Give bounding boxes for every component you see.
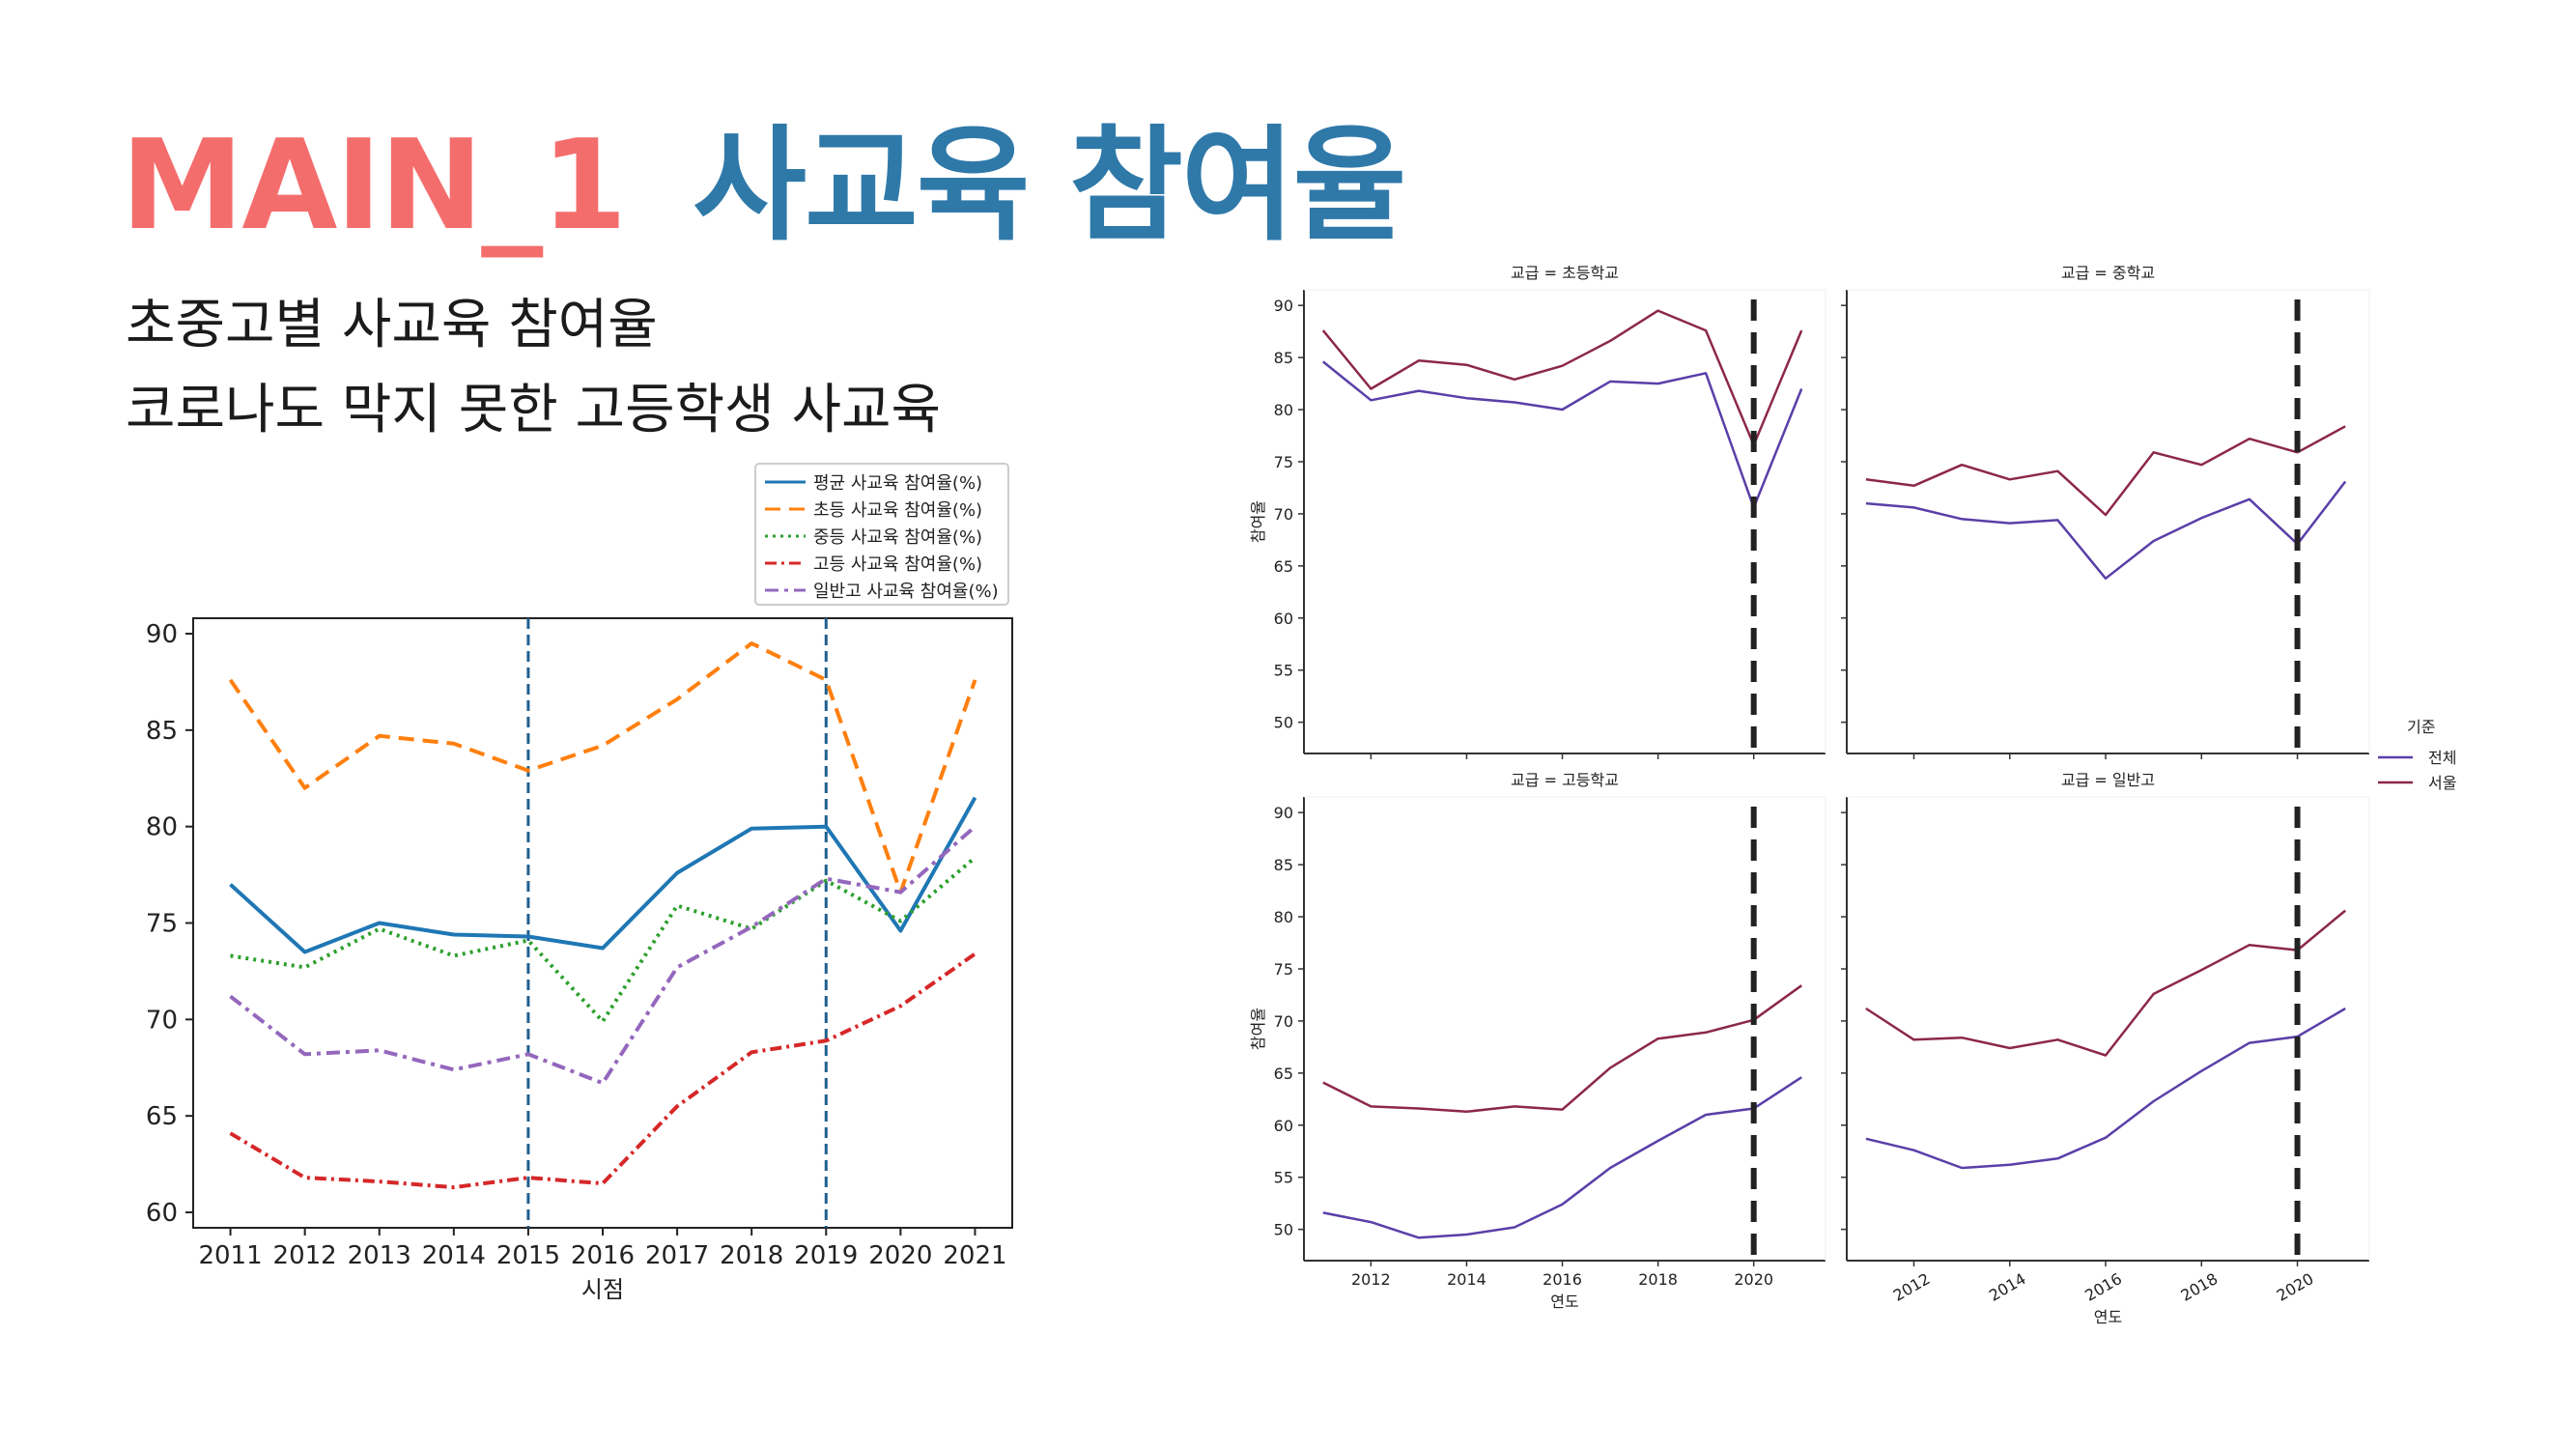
legend-label: 초등 사교육 참여율(%) [813, 500, 982, 521]
x-tick-label: 2021 [943, 1241, 1006, 1270]
title-main: MAIN_1 [121, 114, 627, 258]
facet-series-line-seoul [1322, 984, 1802, 1114]
x-tick-label: 2015 [496, 1241, 560, 1270]
facet-x-tick-label: 2012 [1890, 1269, 1934, 1305]
facet-y-tick-label: 80 [1274, 401, 1293, 419]
facet-y-tick-label: 75 [1274, 453, 1293, 471]
facet-y-axis-label: 참여율 [1249, 1008, 1267, 1050]
series-line-general [229, 825, 977, 1086]
facet-y-tick-label: 80 [1274, 908, 1293, 926]
facet-series-line-all [1322, 1076, 1802, 1239]
x-axis-label: 시점 [581, 1276, 624, 1303]
facet-y-axis-label: 참여율 [1249, 500, 1267, 543]
facet-legend-label: 서울 [2428, 774, 2456, 792]
facet-x-tick-label: 2016 [1543, 1270, 1582, 1289]
facet-x-tick-label: 2020 [1734, 1270, 1773, 1289]
facet-y-tick-label: 60 [1274, 1117, 1293, 1135]
facet-legend-label: 전체 [2428, 749, 2456, 767]
x-tick-label: 2017 [645, 1241, 709, 1270]
facet-x-tick-label: 2018 [2178, 1269, 2222, 1305]
facet-y-tick-label: 60 [1274, 610, 1293, 628]
facet-x-tick-label: 2020 [2274, 1269, 2317, 1305]
facet-x-tick-label: 2014 [1986, 1269, 2029, 1305]
facet-legend-title: 기준 [2407, 718, 2435, 736]
facet-x-tick-label: 2014 [1447, 1270, 1486, 1289]
facet-title: 교급 = 고등학교 [1511, 771, 1619, 789]
plot-frame [192, 617, 1013, 1229]
page-title: MAIN_1 사교육 참여율 [121, 114, 1406, 259]
facet-y-tick-label: 70 [1274, 1012, 1293, 1031]
legend-label: 평균 사교육 참여율(%) [813, 473, 982, 494]
x-tick-label: 2013 [348, 1241, 411, 1270]
legend-label: 고등 사교육 참여율(%) [813, 554, 982, 575]
facet-y-tick-label: 65 [1274, 557, 1293, 576]
facet-y-tick-label: 50 [1274, 714, 1293, 732]
facet-title: 교급 = 중학교 [2061, 264, 2155, 282]
facet-x-tick-label: 2016 [2081, 1269, 2125, 1305]
x-tick-label: 2016 [571, 1241, 635, 1270]
x-tick-label: 2018 [720, 1241, 783, 1270]
y-tick-label: 75 [146, 910, 178, 939]
x-tick-label: 2019 [794, 1241, 858, 1270]
series-line-elem [228, 641, 977, 895]
facet-y-tick-label: 65 [1274, 1065, 1293, 1083]
facet-series-line-all [1865, 480, 2347, 581]
y-tick-label: 85 [146, 717, 178, 746]
facet-series-line-seoul [1321, 309, 1803, 446]
facet-y-tick-label: 55 [1274, 1169, 1293, 1187]
facet-y-tick-label: 75 [1274, 960, 1293, 979]
facet-title: 교급 = 초등학교 [1511, 264, 1619, 282]
facet-y-tick-label: 90 [1274, 297, 1293, 315]
facet-y-tick-label: 70 [1274, 505, 1293, 524]
facet-series-line-all [1865, 1007, 2346, 1170]
y-tick-label: 80 [146, 813, 178, 842]
facet-series-line-seoul [1865, 425, 2346, 517]
facet-title: 교급 = 일반고 [2061, 771, 2155, 789]
series-line-avg [229, 796, 977, 954]
y-tick-label: 60 [146, 1199, 178, 1228]
subtitle-line-1: 초중고별 사교육 참여율 [126, 294, 658, 356]
x-tick-label: 2011 [198, 1241, 262, 1270]
x-tick-label: 2012 [273, 1241, 337, 1270]
x-tick-label: 2014 [422, 1241, 486, 1270]
facet-y-tick-label: 85 [1274, 856, 1293, 874]
y-tick-label: 70 [146, 1006, 178, 1035]
subtitle-line-2: 코로나도 막지 못한 고등학생 사교육 [126, 379, 942, 441]
legend-box [754, 463, 1009, 606]
facet-series-line-all [1322, 360, 1803, 509]
legend-label: 중등 사교육 참여율(%) [813, 527, 982, 548]
facet-x-tick-label: 2018 [1638, 1270, 1678, 1289]
legend-label: 일반고 사교육 참여율(%) [813, 582, 999, 602]
facet-x-axis-label: 연도 [1550, 1293, 1578, 1311]
series-line-mid [230, 856, 977, 1024]
y-tick-label: 65 [146, 1102, 178, 1131]
x-tick-label: 2020 [868, 1241, 932, 1270]
y-tick-label: 90 [146, 620, 178, 649]
facet-series-line-seoul [1865, 909, 2346, 1057]
facet-y-tick-label: 90 [1274, 804, 1293, 822]
facet-x-tick-label: 2012 [1351, 1270, 1391, 1289]
facet-y-tick-label: 50 [1274, 1221, 1293, 1239]
title-sub: 사교육 참여율 [693, 114, 1406, 258]
facet-x-axis-label: 연도 [2094, 1308, 2122, 1326]
facet-y-tick-label: 55 [1274, 662, 1293, 680]
facet-y-tick-label: 85 [1274, 349, 1293, 367]
series-line-high [229, 952, 977, 1190]
